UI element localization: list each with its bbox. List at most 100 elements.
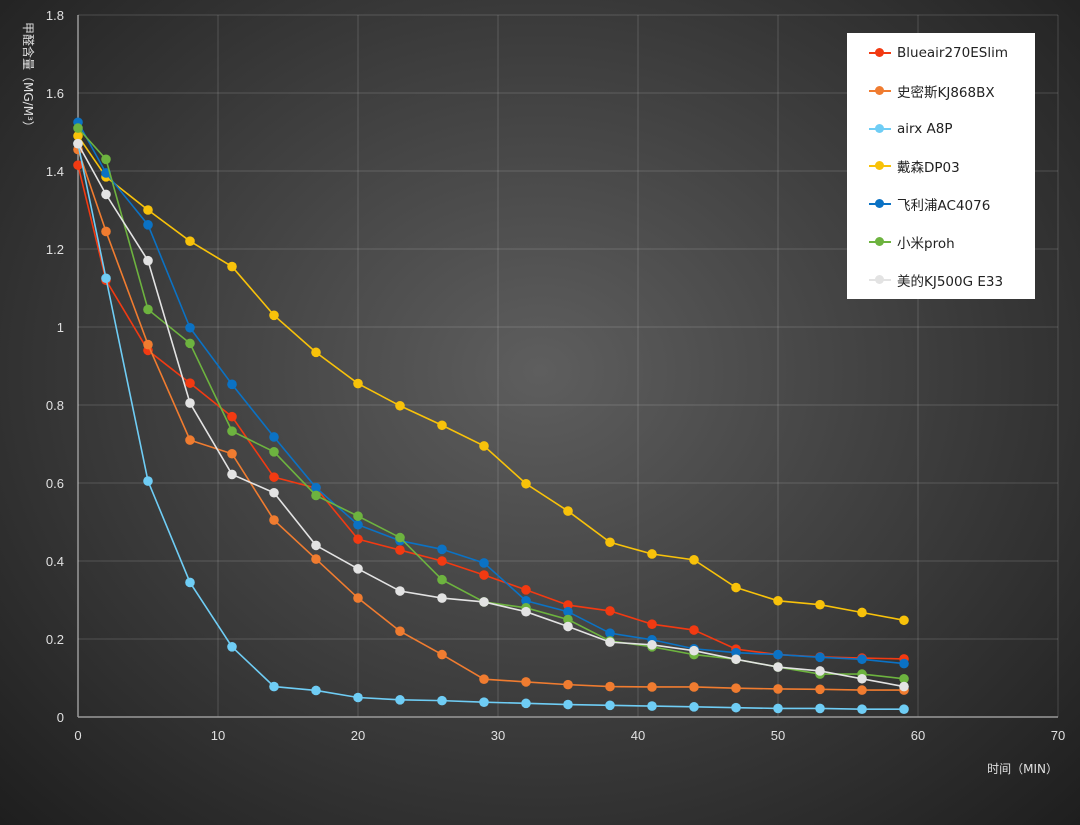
legend-label: 小米proh [897, 236, 955, 252]
data-point [479, 558, 489, 568]
data-point [227, 261, 237, 272]
legend-marker-icon [869, 123, 891, 134]
data-point [689, 702, 699, 712]
data-point [227, 379, 237, 390]
data-point [353, 511, 363, 521]
series-line [77, 127, 905, 680]
legend-item: 飞利浦AC4076 [869, 194, 990, 214]
data-point [227, 642, 237, 652]
data-point [395, 400, 405, 411]
data-point [857, 654, 867, 665]
data-point [563, 506, 573, 516]
data-point [311, 685, 321, 696]
data-point [311, 554, 321, 564]
data-point [647, 701, 657, 711]
data-point [269, 487, 279, 498]
x-tick-label: 60 [911, 728, 925, 743]
data-point [647, 682, 657, 692]
data-point [479, 697, 489, 707]
series-1 [73, 144, 909, 695]
series-group [73, 117, 909, 714]
data-point [185, 398, 195, 408]
data-point [773, 595, 783, 606]
legend-item: 史密斯KJ868BX [869, 81, 995, 101]
data-point [437, 593, 447, 603]
data-point [269, 310, 279, 321]
data-point [731, 647, 741, 658]
series-line [77, 135, 905, 622]
data-point [899, 658, 909, 669]
y-tick-label: 1.4 [46, 164, 64, 179]
data-point [521, 478, 531, 489]
data-point [73, 138, 83, 149]
data-point [353, 692, 363, 703]
data-point [353, 378, 363, 389]
data-point [311, 540, 321, 551]
data-point [227, 448, 237, 459]
data-point [521, 698, 531, 709]
legend-marker-icon [869, 237, 891, 247]
data-point [605, 700, 615, 711]
data-point [185, 435, 195, 445]
data-point [815, 703, 825, 714]
data-point [731, 683, 741, 693]
y-tick-label: 1.6 [46, 86, 64, 101]
data-point [437, 695, 447, 706]
data-point [521, 606, 531, 617]
data-point [185, 577, 195, 588]
data-point [605, 637, 615, 647]
y-axis-label: 甲醛含量（MG/M³） [21, 22, 36, 133]
legend-label: airx A8P [897, 120, 953, 137]
data-point [899, 681, 909, 692]
legend-item: airx A8P [869, 119, 952, 139]
series-4 [73, 117, 909, 669]
legend-label: Blueair270ESlim [897, 45, 1008, 61]
data-point [269, 447, 279, 457]
data-point [731, 702, 741, 713]
y-tick-label: 0.2 [46, 632, 64, 647]
legend-marker-icon [869, 199, 891, 209]
legend-marker-icon [869, 161, 891, 171]
series-0 [73, 160, 909, 664]
x-tick-label: 10 [211, 728, 225, 743]
data-point [689, 682, 699, 692]
legend-marker-icon [869, 48, 891, 58]
data-point [269, 432, 279, 442]
y-tick-label: 0.8 [46, 398, 64, 413]
data-point [143, 476, 153, 486]
data-point [101, 154, 111, 165]
data-point [479, 674, 489, 684]
data-point [815, 684, 825, 695]
data-point [227, 469, 237, 480]
series-line [77, 143, 904, 711]
y-tick-label: 1.8 [46, 8, 64, 23]
data-point [73, 123, 83, 133]
series-line [77, 143, 905, 688]
data-point [143, 339, 153, 350]
data-point [101, 189, 111, 200]
data-point [605, 537, 615, 548]
data-point [479, 597, 489, 607]
data-point [899, 673, 909, 684]
data-point [353, 564, 363, 574]
data-point [395, 532, 405, 543]
data-point [143, 304, 153, 315]
legend: Blueair270ESlim 史密斯KJ868BX airx A8P 戴森DP03 飞… [847, 33, 1035, 299]
data-point [647, 619, 657, 629]
data-point [395, 695, 405, 705]
tick-labels: 0 10 20 30 40 50 60 70 0 0.2 0.4 0.6 0.8 1 1.2 1.4 1.6 1.… [46, 8, 1065, 743]
data-point [311, 490, 321, 501]
data-point [437, 544, 447, 555]
legend-label: 史密斯KJ868BX [897, 84, 995, 101]
y-tick-label: 0.6 [46, 476, 64, 491]
data-point [899, 704, 909, 714]
data-point [101, 273, 111, 284]
legend-marker-icon [869, 85, 891, 96]
data-point [563, 600, 573, 610]
data-point [437, 649, 447, 660]
data-point [647, 549, 657, 559]
data-point [731, 654, 741, 665]
data-point [899, 615, 909, 626]
data-point [773, 649, 783, 660]
